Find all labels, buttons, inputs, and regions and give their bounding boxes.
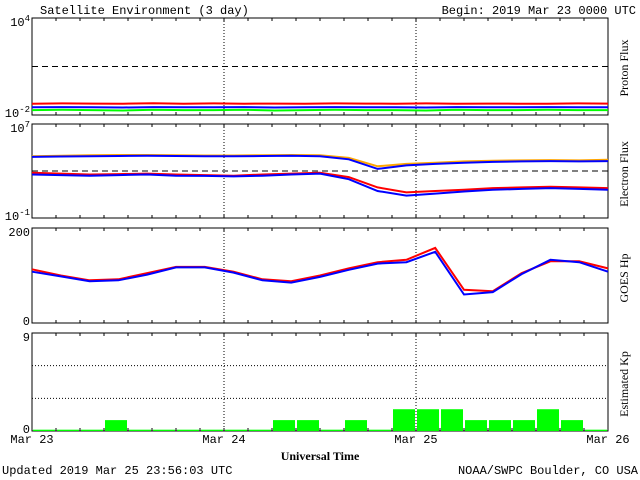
kp-bar — [273, 420, 295, 431]
kp-bar — [129, 429, 151, 431]
kp-bar — [393, 409, 415, 431]
panel-frame — [31, 123, 609, 219]
kp-bar — [153, 429, 175, 431]
kp-bar — [201, 429, 223, 431]
kp-bar — [249, 429, 271, 431]
series-line — [31, 246, 609, 293]
series-line — [31, 250, 609, 296]
kp-bar — [105, 420, 127, 431]
kp-bar — [33, 429, 55, 431]
kp-bar — [561, 420, 583, 431]
y-tick-label: 0 — [23, 423, 30, 437]
y-tick-label: 200 — [8, 226, 30, 240]
series-line — [31, 108, 608, 112]
tick-exponent: 4 — [25, 14, 30, 24]
series-line — [31, 154, 609, 170]
kp-bar — [57, 429, 79, 431]
kp-bar — [297, 420, 319, 431]
kp-bar — [537, 409, 559, 431]
begin-date: Begin: 2019 Mar 23 0000 UTC — [442, 4, 636, 18]
panel-frame — [31, 17, 609, 116]
y-tick-label: 104 — [10, 14, 30, 30]
tick-base: 10 — [10, 122, 24, 136]
kp-bar — [441, 409, 463, 431]
y-tick-label: 10-2 — [5, 105, 30, 121]
kp-bar — [417, 409, 439, 431]
y-axis-label-kp: Estimated Kp — [617, 351, 631, 417]
tick-exponent: -1 — [19, 208, 30, 218]
x-tick-label: Mar 26 — [586, 433, 629, 447]
y-tick-label: 9 — [23, 331, 30, 345]
y-tick-label: 107 — [10, 120, 30, 136]
tick-base: 10 — [5, 107, 19, 121]
panel-frame — [31, 332, 609, 432]
kp-bar — [345, 420, 367, 431]
y-tick-label: 10-1 — [5, 208, 30, 224]
tick-base: 10 — [5, 210, 19, 224]
kp-bar — [81, 429, 103, 431]
kp-bar — [225, 429, 247, 431]
x-axis-title: Universal Time — [281, 449, 360, 463]
chart-title: Satellite Environment (3 day) — [40, 4, 249, 18]
x-tick-label: Mar 23 — [10, 433, 53, 447]
kp-bar — [489, 420, 511, 431]
kp-bar — [585, 429, 607, 431]
y-tick-label: 0 — [23, 315, 30, 329]
tick-exponent: -2 — [19, 105, 30, 115]
tick-base: 10 — [10, 16, 24, 30]
y-axis-label-electron: Electron Flux — [617, 141, 631, 207]
y-axis-label-proton: Proton Flux — [617, 39, 631, 96]
kp-bar — [177, 429, 199, 431]
kp-bar — [465, 420, 487, 431]
kp-bar — [369, 429, 391, 431]
series-line — [31, 172, 609, 197]
updated-timestamp: Updated 2019 Mar 25 23:56:03 UTC — [2, 464, 232, 478]
x-tick-label: Mar 25 — [394, 433, 437, 447]
x-tick-label: Mar 24 — [202, 433, 245, 447]
credit: NOAA/SWPC Boulder, CO USA — [458, 464, 639, 478]
kp-bar — [513, 420, 535, 431]
kp-bar — [321, 429, 343, 431]
tick-exponent: 7 — [25, 120, 30, 130]
y-axis-label-goes: GOES Hp — [617, 253, 631, 302]
